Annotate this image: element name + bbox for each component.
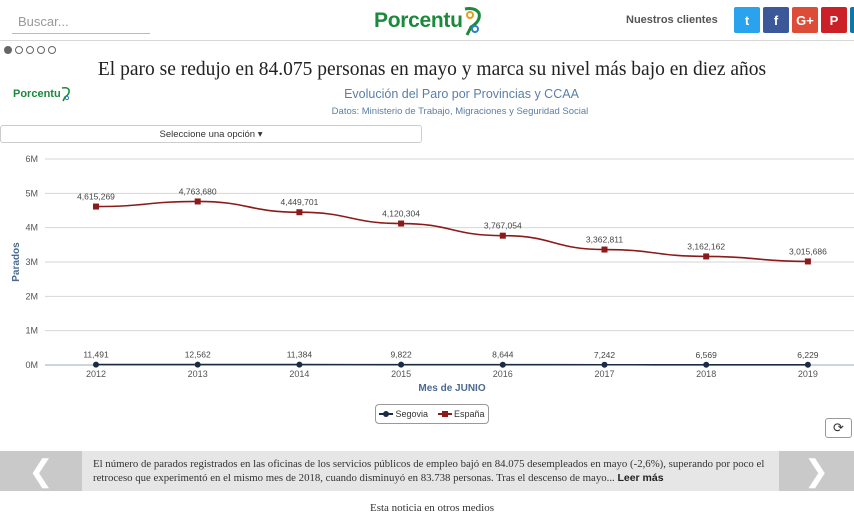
series-line-espana [95,200,808,263]
y-tick-label: 0M [25,360,38,370]
data-label: 4,615,269 [77,192,115,202]
site-logo[interactable]: Porcentu [374,5,483,37]
point-segovia[interactable] [93,361,99,368]
news-summary-text: El número de parados registrados en las … [93,458,765,484]
selector-label: Seleccione una opción [159,129,256,140]
twitter-share-button[interactable]: t [734,7,760,33]
clients-link[interactable]: Nuestros clientes [626,14,718,26]
point-segovia[interactable] [601,361,608,368]
next-news-button[interactable]: ❯ [779,451,854,491]
chart-logo-text: Porcentu [13,88,61,100]
chart-title: Evolución del Paro por Provincias y CCAA [344,87,579,101]
y-tick-label: 1M [25,326,38,336]
facebook-share-button[interactable]: f [763,7,789,33]
data-label: 9,822 [390,350,412,360]
y-tick-label: 3M [25,257,38,267]
point-segovia[interactable] [499,361,506,368]
data-label: 8,644 [492,350,514,360]
point-espana[interactable] [296,209,303,216]
chart-logo-percent-icon [61,86,70,102]
unemployment-line-chart: 0M 1M 2M 3M 4M 5M 6M 2012 2013 2014 2015 2016 2017 20… [11,154,854,394]
data-label: 12,562 [185,350,211,360]
legend-segovia-marker-icon [379,411,394,417]
data-label: 11,491 [83,350,109,360]
top-bar: Porcentu Nuestros clientes t f G+ Pin [0,0,854,41]
point-espana[interactable] [703,253,710,260]
x-tick-label: 2018 [696,369,716,379]
point-espana[interactable] [601,246,608,253]
point-segovia[interactable] [194,361,201,368]
y-tick-label: 5M [25,188,38,198]
data-label: 6,569 [696,350,718,360]
chart-legend: Segovia España [375,404,489,424]
x-axis-title: Mes de JUNIO [418,383,485,394]
point-segovia[interactable] [296,361,303,368]
point-espana[interactable] [194,198,201,205]
google-plus-icon: G+ [796,12,814,28]
data-label: 4,120,304 [382,209,420,219]
point-segovia[interactable] [804,361,811,368]
pinterest-share-button[interactable]: P [821,7,847,33]
point-espana[interactable] [398,220,405,227]
pinterest-icon: P [829,12,839,28]
prev-news-button[interactable]: ❮ [0,451,82,491]
x-tick-label: 2016 [493,369,513,379]
slider-dots [4,46,56,54]
slider-dot[interactable] [26,46,34,54]
chart-logo: Porcentu [13,86,71,102]
data-label: 7,242 [594,350,616,360]
article-headline[interactable]: El paro se redujo en 84.075 personas en … [97,59,767,80]
slider-dot[interactable] [15,46,23,54]
legend-item-segovia[interactable]: Segovia [379,409,428,419]
news-summary: El número de parados registrados en las … [93,457,783,485]
data-label: 3,362,811 [586,235,623,245]
x-tick-label: 2015 [391,369,411,379]
caret-down-icon: ▾ [257,129,263,140]
logo-text: Porcentu [374,9,463,32]
data-label: 3,015,686 [789,246,827,256]
read-more-link[interactable]: Leer más [617,472,664,484]
legend-item-espana[interactable]: España [438,409,485,419]
x-tick-label: 2019 [798,369,818,379]
point-espana[interactable] [499,232,506,239]
x-tick-label: 2014 [289,369,309,379]
y-tick-label: 4M [25,223,38,233]
data-label: 6,229 [797,350,819,360]
x-tick-label: 2017 [594,369,614,379]
google-plus-share-button[interactable]: G+ [792,7,818,33]
facebook-icon: f [773,12,779,28]
other-media-heading: Esta noticia en otros medios [369,502,495,514]
point-segovia[interactable] [398,361,405,368]
legend-segovia-label: Segovia [395,409,428,419]
data-label: 4,449,701 [280,197,318,207]
y-axis-title: Parados [11,242,22,282]
data-label: 4,763,680 [179,186,217,196]
data-label: 11,384 [287,350,313,360]
legend-espana-marker-icon [438,411,452,417]
chevron-right-icon: ❯ [803,454,830,488]
region-selector[interactable]: Seleccione una opción ▾ [0,125,422,143]
news-carousel: ❮ El número de parados registrados en la… [0,451,854,491]
legend-espana-label: España [454,409,485,419]
data-label: 3,767,054 [484,221,522,231]
search-input[interactable] [12,9,150,34]
refresh-icon: ⟳ [833,420,844,435]
chart-subtitle: Datos: Ministerio de Trabajo, Migracione… [331,106,589,117]
twitter-icon: t [744,12,750,28]
logo-percent-icon [464,7,481,36]
x-tick-label: 2012 [86,369,106,379]
chevron-left-icon: ❮ [28,454,54,488]
data-label: 3,162,162 [687,241,725,251]
y-tick-label: 2M [25,291,38,301]
y-tick-label: 6M [25,154,38,164]
refresh-button[interactable]: ⟳ [825,418,852,438]
slider-dot[interactable] [4,46,12,54]
point-segovia[interactable] [703,361,710,368]
linkedin-share-button[interactable]: in [850,7,854,33]
slider-dot[interactable] [48,46,56,54]
point-espana[interactable] [804,258,811,265]
point-espana[interactable] [93,203,99,210]
x-tick-label: 2013 [188,369,208,379]
slider-dot[interactable] [37,46,45,54]
